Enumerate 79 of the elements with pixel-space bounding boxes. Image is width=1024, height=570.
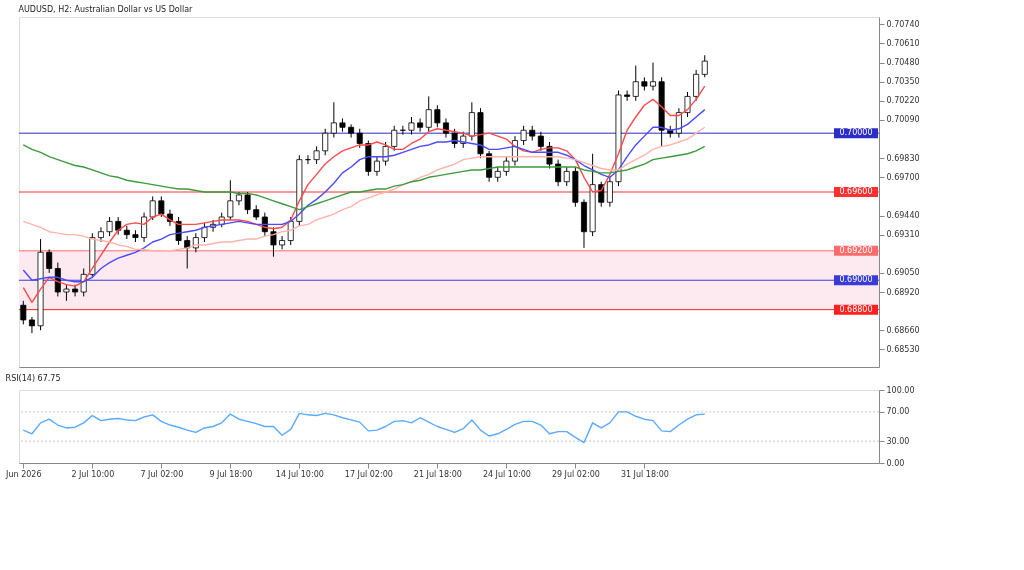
candlestick [417, 117, 424, 133]
candlestick [141, 212, 148, 243]
x-tick-label: 31 Jul 18:00 [620, 469, 669, 479]
x-tick-label: 7 Jul 02:00 [140, 469, 184, 479]
ref-line-label: 0.69600 [839, 187, 873, 196]
y-tick-label: 30.00 [886, 436, 910, 446]
ref-line-label: 0.68800 [839, 304, 873, 314]
candlestick [434, 104, 441, 128]
candlestick [537, 131, 544, 152]
candlestick [20, 300, 27, 325]
x-tick-label: Jun 2026 [5, 469, 42, 479]
y-tick-label: 0.00 [886, 458, 905, 468]
candlestick [486, 150, 493, 183]
candlestick [701, 54, 708, 78]
candlestick [184, 235, 191, 269]
candlestick [356, 128, 363, 149]
y-tick-label: 70.00 [886, 407, 910, 417]
x-tick-label: 29 Jul 02:00 [551, 469, 600, 479]
candlestick [373, 156, 380, 177]
y-tick-label: 0.68530 [886, 344, 920, 354]
candlestick [322, 128, 329, 156]
y-tick-label: 0.70350 [886, 77, 920, 87]
y-tick-label: 0.70740 [886, 19, 920, 29]
candlestick [348, 123, 355, 139]
x-tick-label: 14 Jul 10:00 [275, 469, 324, 479]
x-tick-label: 17 Jul 02:00 [344, 469, 393, 479]
candlestick [227, 179, 234, 221]
candlestick [149, 195, 156, 221]
candlestick [287, 216, 294, 246]
candlestick [425, 95, 432, 133]
ref-line-label: 0.70000 [839, 128, 873, 138]
y-tick-label: 0.70610 [886, 38, 920, 48]
y-tick-label: 0.70090 [886, 115, 920, 125]
candlestick [468, 101, 475, 142]
candlestick [28, 316, 35, 334]
candlestick [244, 191, 251, 215]
candlestick [555, 159, 562, 187]
ref-line-label: 0.69000 [839, 275, 873, 285]
candlestick [451, 128, 458, 149]
ref-line-label: 0.69200 [839, 245, 873, 255]
y-tick-label: 0.70220 [886, 96, 920, 106]
chart-title: AUDUSD, H2: Australian Dollar vs US Dollar [18, 5, 194, 14]
candlestick [391, 125, 398, 152]
candlestick [693, 69, 700, 102]
candlestick [106, 216, 113, 237]
x-tick-label: 21 Jul 18:00 [413, 469, 462, 479]
candlestick [598, 181, 605, 208]
y-tick-label: 100.00 [886, 385, 915, 395]
x-tick-label: 9 Jul 18:00 [209, 469, 253, 479]
line-series [22, 411, 706, 444]
candlestick [270, 226, 277, 258]
y-tick-label: 0.70480 [886, 58, 920, 68]
candlestick [684, 91, 691, 118]
y-tick-label: 0.69310 [886, 230, 920, 240]
candlestick [563, 166, 570, 187]
candlestick [650, 62, 656, 92]
line-series [22, 144, 706, 211]
y-tick-label: 0.69830 [886, 153, 920, 163]
candlestick [201, 222, 208, 243]
candlestick [520, 125, 527, 146]
y-tick-label: 0.68660 [886, 325, 920, 335]
chart-title: RSI(14) 67.75 [5, 374, 61, 383]
line-series [22, 126, 706, 252]
candlestick [158, 195, 165, 218]
y-tick-label: 0.69050 [886, 268, 920, 278]
y-tick-label: 0.68920 [886, 287, 920, 297]
candlestick [624, 90, 631, 102]
line-series [22, 85, 706, 303]
candlestick [330, 101, 337, 139]
candlestick [632, 65, 639, 102]
candlestick [97, 226, 104, 243]
y-tick-label: 0.69440 [886, 211, 920, 221]
candlestick [606, 176, 613, 208]
x-tick-label: 2 Jul 10:00 [71, 469, 115, 479]
candlestick [46, 248, 53, 274]
y-tick-label: 0.69700 [886, 172, 920, 182]
x-tick-label: 24 Jul 10:00 [482, 469, 531, 479]
candlestick [54, 262, 61, 297]
candlestick [279, 235, 286, 250]
